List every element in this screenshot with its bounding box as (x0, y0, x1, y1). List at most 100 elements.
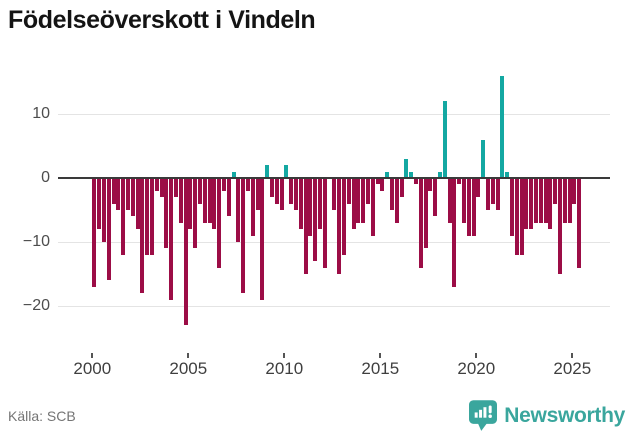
bar-2011Q1 (303, 178, 308, 274)
bar-2009Q2 (269, 178, 274, 198)
bar-2015Q3 (389, 178, 394, 210)
bar-2022Q3 (524, 178, 529, 230)
bar-2001Q2 (116, 178, 121, 210)
bar-2002Q1 (130, 178, 135, 217)
bar-2024Q2 (557, 178, 562, 274)
gridline-y--20 (58, 306, 610, 307)
bar-2010Q3 (293, 178, 298, 210)
bar-2011Q2 (308, 178, 313, 236)
bar-2007Q4 (241, 178, 246, 294)
bar-2008Q2 (250, 178, 255, 236)
bar-2018Q1 (437, 171, 442, 178)
x-axis-label-2010: 2010 (265, 359, 304, 378)
bar-2007Q3 (236, 178, 241, 242)
bar-2010Q2 (289, 178, 294, 204)
bar-2006Q4 (221, 178, 226, 191)
y-axis-label-10: 10 (32, 105, 50, 122)
bar-2000Q3 (101, 178, 106, 242)
bar-2021Q3 (505, 171, 510, 178)
y-axis-label-0: 0 (41, 169, 50, 186)
x-axis-label-2025: 2025 (553, 359, 592, 378)
bar-2017Q2 (423, 178, 428, 249)
bar-2019Q4 (471, 178, 476, 236)
zero-axis-line (58, 177, 610, 179)
bar-2016Q4 (413, 178, 418, 185)
bar-2023Q4 (548, 178, 553, 230)
bar-2006Q1 (207, 178, 212, 223)
newsworthy-wordmark: Newsworthy (504, 403, 625, 427)
bar-2004Q1 (169, 178, 174, 300)
chart-title: Födelseöverskott i Vindeln (8, 6, 316, 34)
bar-2010Q1 (284, 165, 289, 178)
x-axis-label-2020: 2020 (457, 359, 496, 378)
bar-2015Q2 (385, 171, 390, 178)
bar-2020Q1 (476, 178, 481, 198)
bar-2009Q3 (274, 178, 279, 204)
bar-2011Q3 (313, 178, 318, 262)
bar-2025Q1 (572, 178, 577, 204)
x-tick-2005 (187, 353, 190, 358)
bar-2021Q4 (509, 178, 514, 236)
bar-2024Q1 (553, 178, 558, 204)
bar-2015Q4 (394, 178, 399, 223)
bar-2013Q2 (346, 178, 351, 204)
bar-2005Q3 (197, 178, 202, 204)
bar-2003Q1 (149, 178, 154, 255)
bar-2023Q2 (538, 178, 543, 223)
newsworthy-logo[interactable]: Newsworthy (469, 400, 625, 431)
bar-2022Q2 (519, 178, 524, 255)
gridline-y-10 (58, 114, 610, 115)
bar-2002Q2 (135, 178, 140, 230)
source-note: Källa: SCB (8, 408, 76, 424)
bar-2006Q2 (212, 178, 217, 230)
bar-2004Q2 (173, 178, 178, 198)
bar-2017Q4 (433, 178, 438, 217)
x-tick-2015 (379, 353, 382, 358)
y-axis-label--20: −20 (22, 297, 50, 314)
bar-2022Q4 (529, 178, 534, 230)
bar-2020Q3 (485, 178, 490, 210)
bar-2003Q3 (159, 178, 164, 198)
bar-2016Q3 (409, 171, 414, 178)
bar-2019Q3 (466, 178, 471, 236)
bar-2017Q1 (418, 178, 423, 268)
bar-2014Q3 (370, 178, 375, 236)
bar-2024Q4 (567, 178, 572, 223)
bar-2008Q3 (255, 178, 260, 210)
bar-2012Q3 (332, 178, 337, 210)
bar-2025Q2 (577, 178, 582, 268)
bar-2001Q3 (121, 178, 126, 255)
bar-2023Q1 (533, 178, 538, 223)
bar-2001Q4 (125, 178, 130, 210)
bar-2006Q3 (217, 178, 222, 268)
bar-2018Q4 (452, 178, 457, 287)
bar-2015Q1 (380, 178, 385, 191)
bar-2013Q4 (356, 178, 361, 223)
bar-2014Q4 (375, 178, 380, 185)
x-axis-label-2000: 2000 (73, 359, 112, 378)
bar-2009Q4 (279, 178, 284, 210)
bar-2005Q1 (188, 178, 193, 230)
bar-2000Q1 (92, 178, 97, 287)
x-axis-label-2005: 2005 (169, 359, 208, 378)
x-tick-2020 (475, 353, 478, 358)
gridline-y--10 (58, 242, 610, 243)
bar-2020Q4 (490, 178, 495, 204)
bar-2022Q1 (514, 178, 519, 255)
newsworthy-badge-icon (469, 400, 498, 431)
bar-2001Q1 (111, 178, 116, 204)
plot-area (58, 70, 610, 350)
y-axis-label--10: −10 (22, 233, 50, 250)
bar-2016Q2 (404, 158, 409, 178)
bar-2024Q3 (562, 178, 567, 223)
bar-2005Q2 (193, 178, 198, 249)
bar-2021Q1 (495, 178, 500, 210)
bar-2004Q3 (178, 178, 183, 223)
bar-2007Q1 (226, 178, 231, 217)
bar-2020Q2 (481, 139, 486, 178)
bar-2003Q4 (164, 178, 169, 249)
bar-2012Q1 (322, 178, 327, 268)
bar-2019Q1 (457, 178, 462, 185)
bar-2002Q4 (145, 178, 150, 255)
bar-2017Q3 (428, 178, 433, 191)
